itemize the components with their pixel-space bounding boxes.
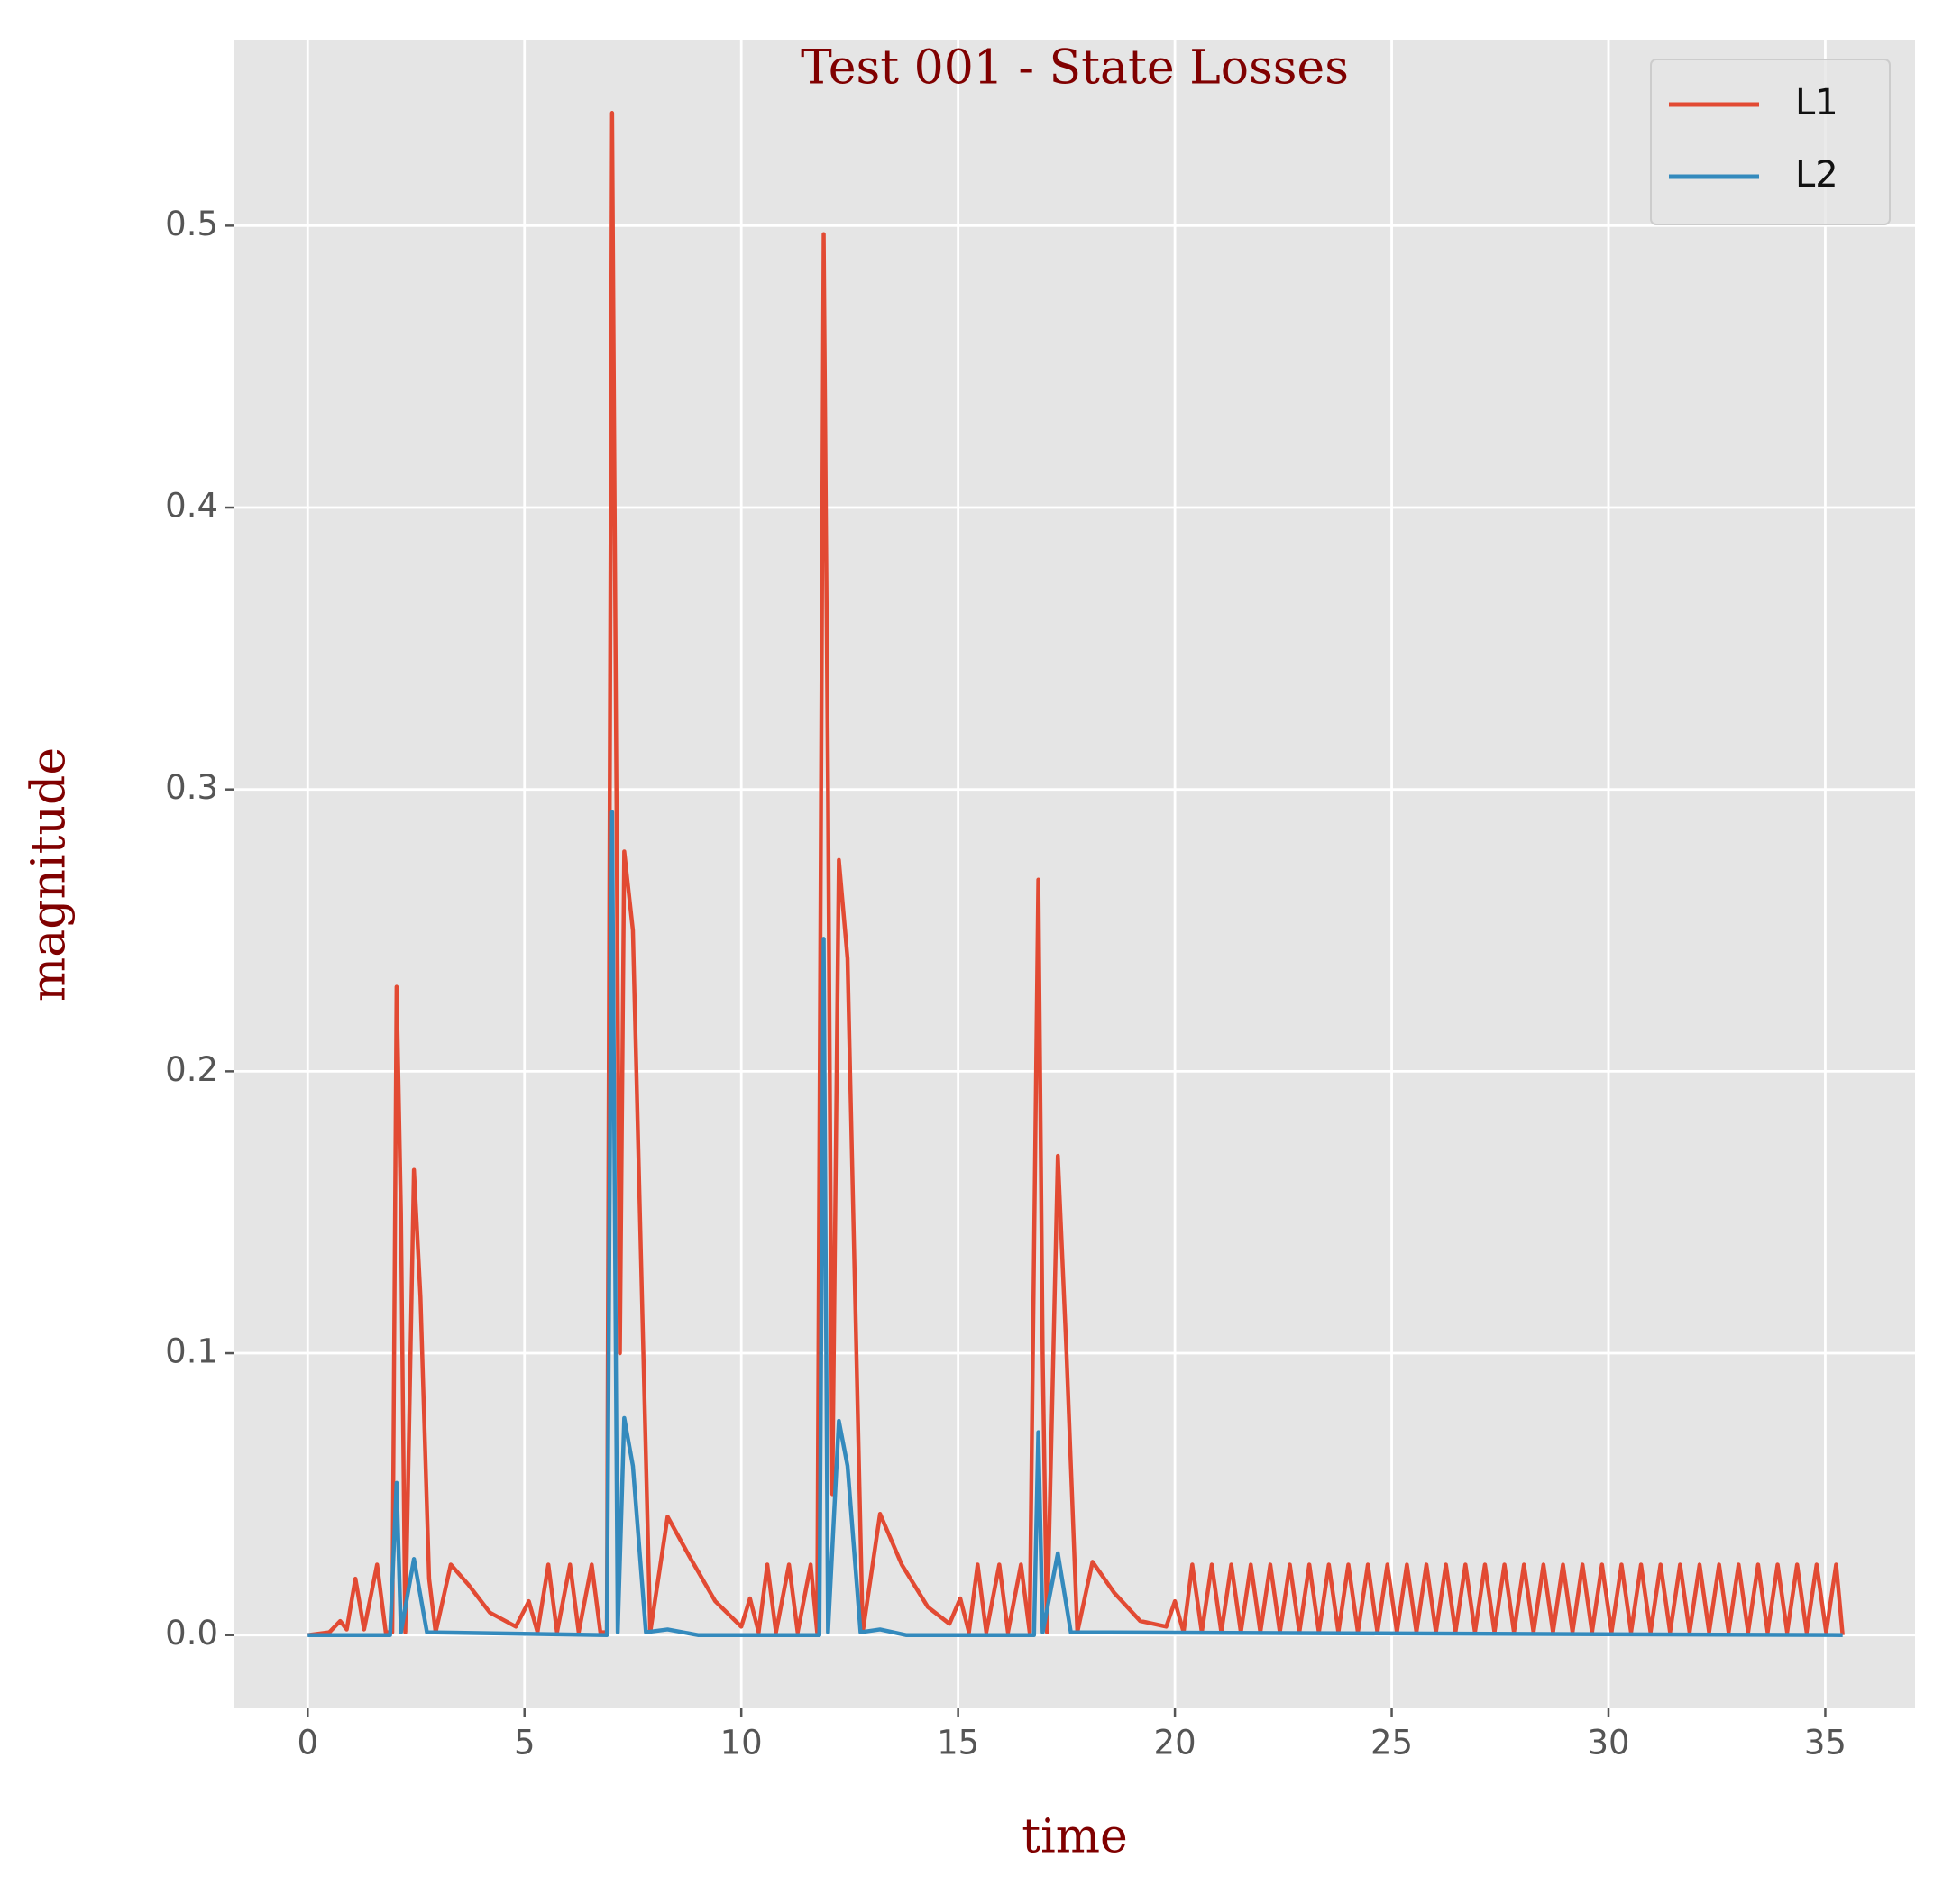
x-tick-label: 35 bbox=[1804, 1724, 1847, 1762]
x-tick-label: 20 bbox=[1154, 1724, 1196, 1762]
x-tick-label: 30 bbox=[1587, 1724, 1629, 1762]
x-tick-label: 15 bbox=[937, 1724, 979, 1762]
legend: L1 L2 bbox=[1650, 59, 1891, 225]
x-tick-label: 5 bbox=[514, 1724, 536, 1762]
x-tick-label: 25 bbox=[1370, 1724, 1413, 1762]
y-tick-label: 0.5 bbox=[165, 205, 218, 243]
legend-box bbox=[1650, 59, 1891, 225]
x-tick-label: 10 bbox=[720, 1724, 763, 1762]
x-tick-label: 0 bbox=[298, 1724, 319, 1762]
plot-background bbox=[234, 40, 1915, 1708]
y-tick-label: 0.0 bbox=[165, 1614, 218, 1652]
y-tick-label: 0.1 bbox=[165, 1332, 218, 1371]
chart-title: Test 001 - State Losses bbox=[801, 41, 1349, 96]
y-axis-label: magnitude bbox=[23, 747, 77, 1002]
y-tick-label: 0.2 bbox=[165, 1050, 218, 1089]
x-axis-label: time bbox=[1022, 1810, 1128, 1864]
legend-label: L1 bbox=[1795, 82, 1838, 124]
y-tick-label: 0.3 bbox=[165, 768, 218, 807]
axes: 0 5 10 15 20 25 30 35 0.0 0.1 0.2 0.3 0.4 0.5 bbox=[165, 205, 1847, 1762]
legend-label: L2 bbox=[1795, 154, 1838, 196]
series-line bbox=[307, 810, 1843, 1637]
lines bbox=[307, 111, 1845, 1637]
y-tick-label: 0.4 bbox=[165, 487, 218, 526]
grid bbox=[234, 40, 1915, 1708]
